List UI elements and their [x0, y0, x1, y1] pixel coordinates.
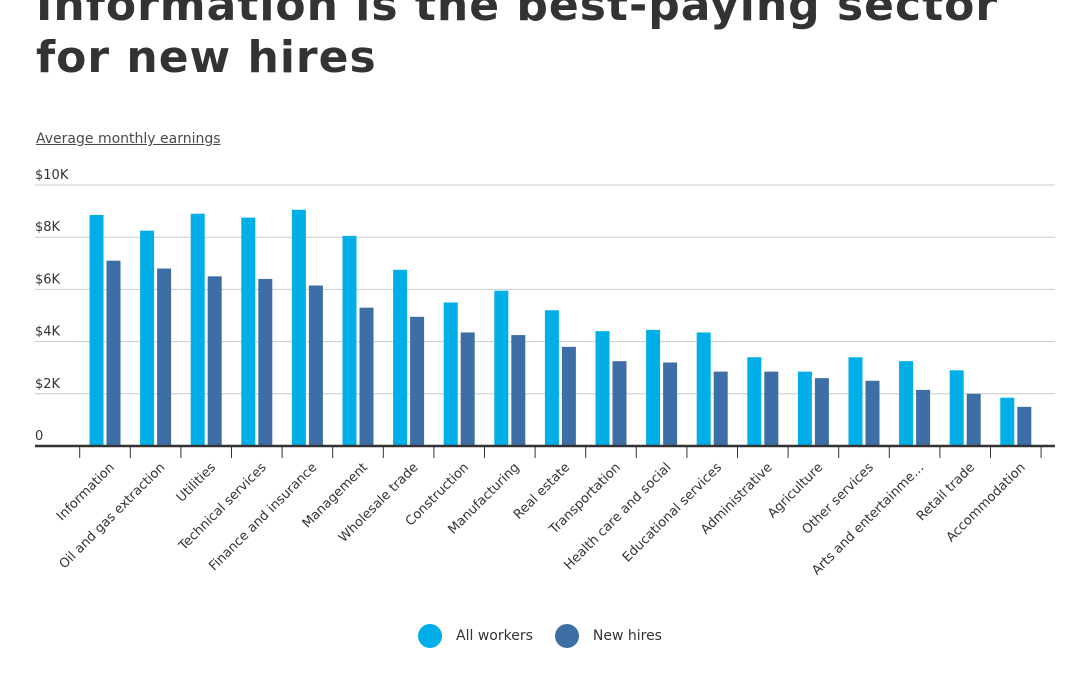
bar-new-hires: [814, 378, 829, 446]
bar-all-workers: [544, 310, 559, 446]
chart-subtitle: Average monthly earnings: [36, 131, 221, 147]
x-tick-label: Technical services: [175, 460, 269, 554]
bar-new-hires: [663, 362, 678, 446]
legend-swatch-new-hires: [554, 624, 579, 648]
bar-new-hires: [157, 268, 172, 446]
bar-new-hires: [561, 346, 576, 446]
bar-new-hires: [410, 316, 425, 446]
bar-all-workers: [595, 331, 610, 446]
bar-all-workers: [342, 235, 357, 446]
bar-all-workers: [393, 269, 408, 446]
bar-new-hires: [916, 389, 931, 446]
bar-new-hires: [359, 307, 374, 446]
bar-all-workers: [190, 213, 205, 446]
bar-new-hires: [258, 278, 273, 446]
bar-all-workers: [89, 215, 104, 446]
bar-all-workers: [646, 329, 661, 446]
bar-all-workers: [494, 290, 509, 446]
bar-new-hires: [865, 380, 880, 446]
x-tick-label: Utilities: [174, 460, 219, 505]
bar-all-workers: [291, 209, 306, 446]
y-tick-label: $4K: [35, 325, 61, 340]
y-tick-label: $8K: [35, 220, 61, 235]
bar-all-workers: [848, 357, 863, 446]
y-tick-label: $6K: [35, 272, 61, 287]
bar-new-hires: [1017, 406, 1032, 446]
bar-all-workers: [241, 217, 256, 446]
legend-item-new-hires[interactable]: New hires: [554, 624, 662, 648]
legend-label-all-workers: All workers: [456, 628, 533, 644]
bar-all-workers: [747, 357, 762, 446]
chart-legend: All workers New hires: [0, 624, 1080, 648]
bar-new-hires: [511, 335, 526, 446]
y-tick-label: $2K: [35, 377, 61, 392]
page-title: Information is the best-paying sector fo…: [36, 0, 999, 83]
bar-new-hires: [207, 276, 222, 446]
bar-all-workers: [443, 302, 458, 446]
bar-all-workers: [949, 370, 964, 446]
x-tick-label: Oil and gas extraction: [57, 460, 169, 572]
y-tick-label: $10K: [35, 168, 69, 183]
legend-item-all-workers[interactable]: All workers: [418, 624, 533, 648]
bar-new-hires: [764, 371, 779, 446]
x-tick-label: Educational services: [620, 460, 725, 565]
bar-new-hires: [460, 332, 475, 446]
bar-all-workers: [899, 361, 914, 446]
bar-new-hires: [106, 260, 121, 446]
bar-all-workers: [1000, 397, 1015, 446]
bar-new-hires: [308, 285, 323, 446]
bar-all-workers: [140, 230, 155, 446]
bar-new-hires: [966, 393, 981, 446]
bar-all-workers: [696, 332, 711, 446]
legend-swatch-all-workers: [418, 624, 443, 648]
bar-all-workers: [797, 371, 812, 446]
y-tick-label: 0: [35, 429, 43, 444]
bar-new-hires: [713, 371, 728, 446]
bar-new-hires: [612, 361, 627, 446]
legend-label-new-hires: New hires: [592, 628, 662, 644]
